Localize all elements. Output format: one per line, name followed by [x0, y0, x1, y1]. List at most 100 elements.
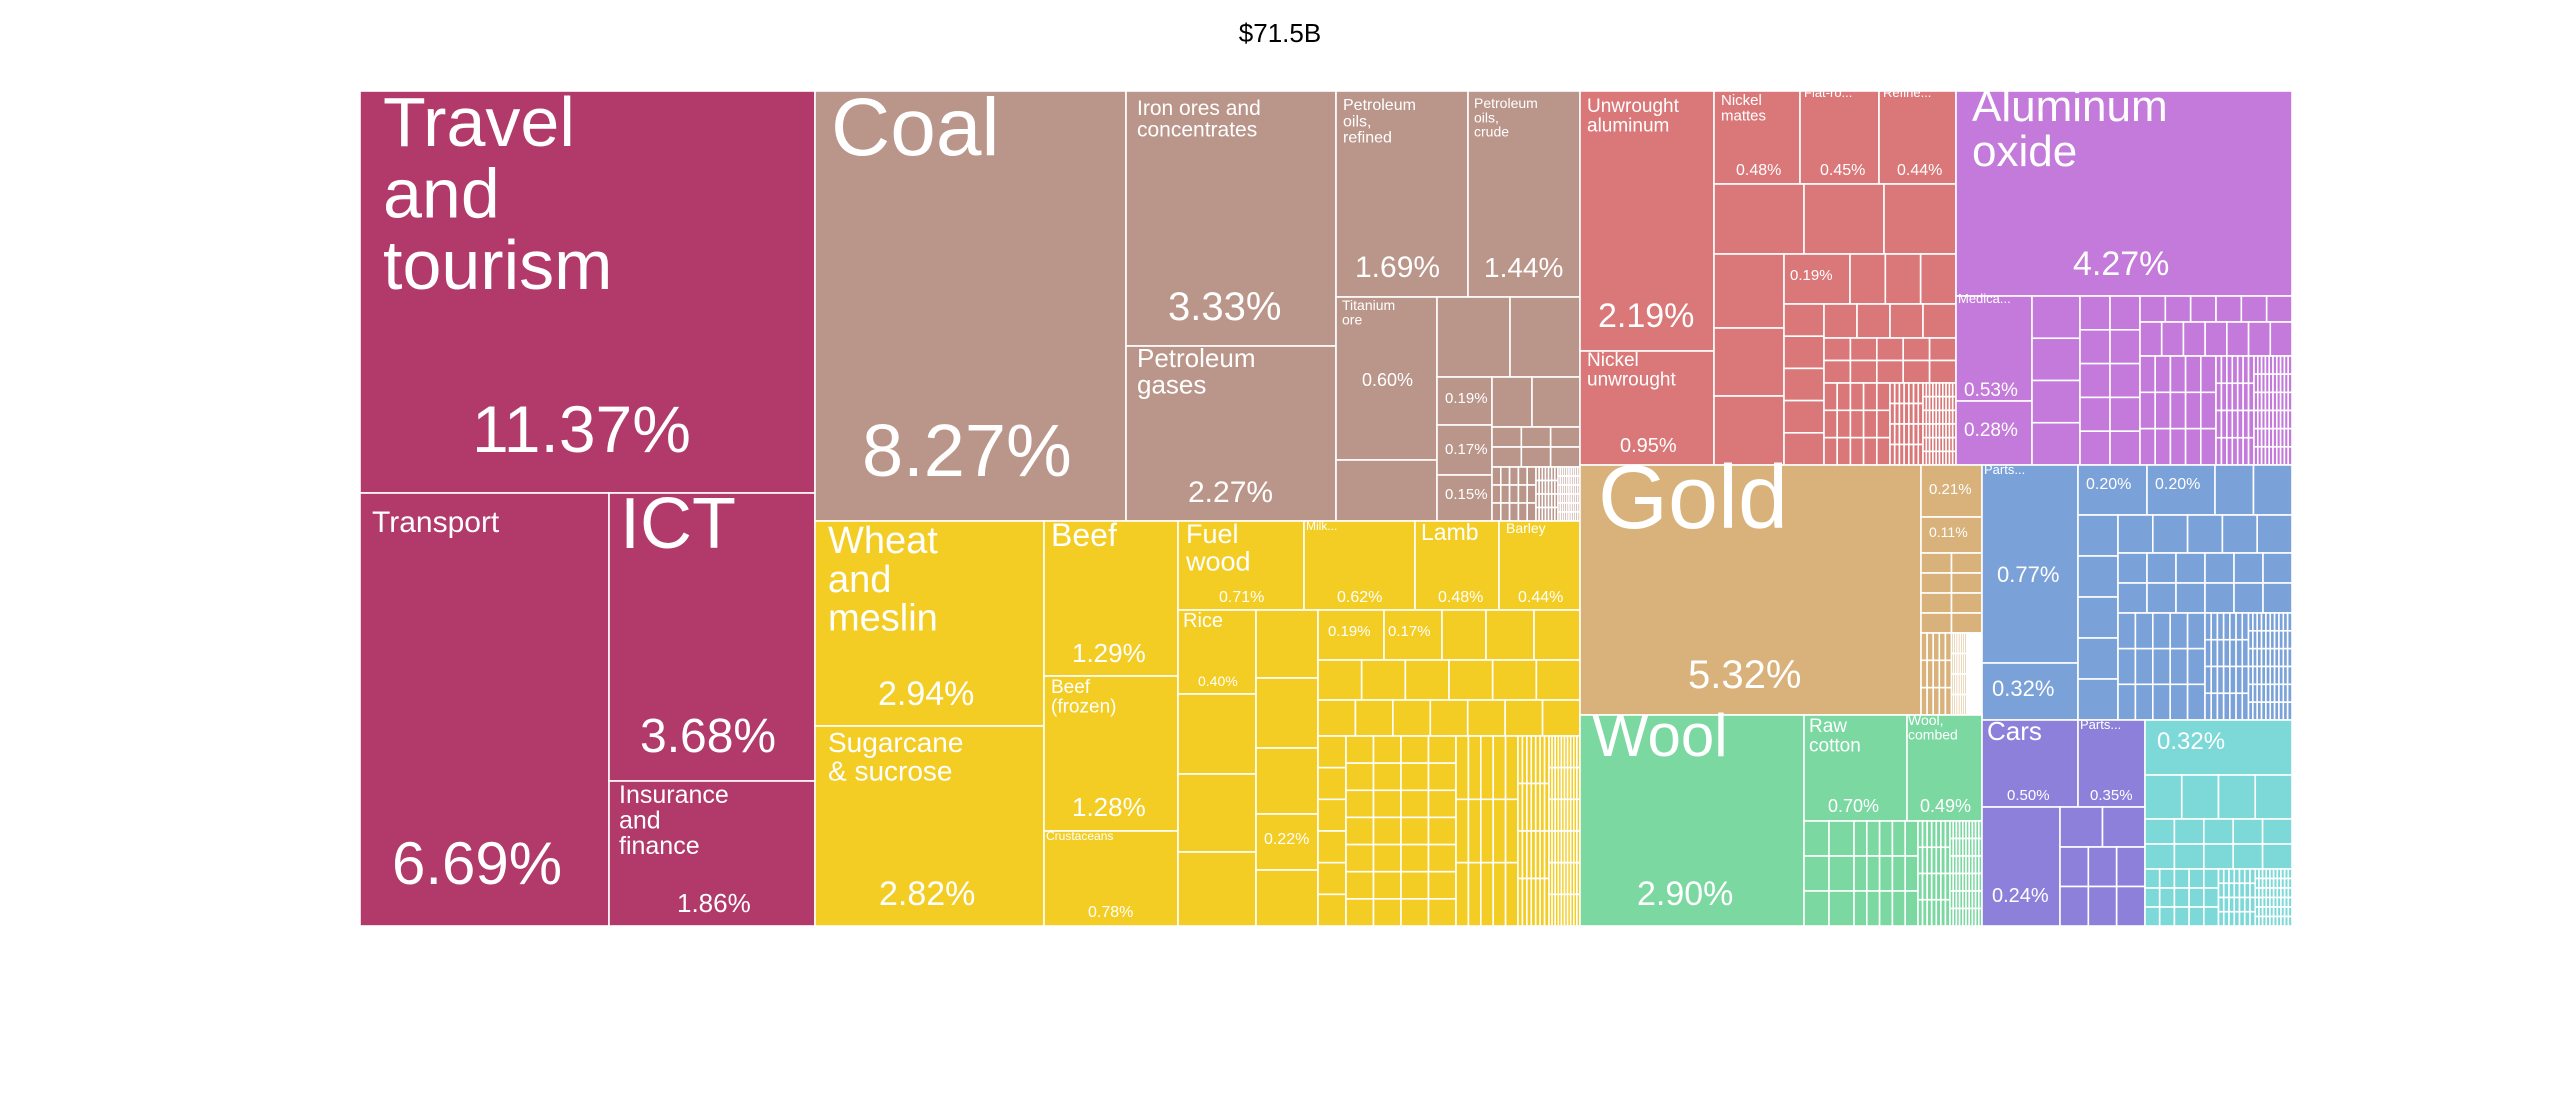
- tile-chemicals-small[interactable]: [2109, 396, 2141, 432]
- tile-machinery-small[interactable]: [2152, 683, 2172, 721]
- tile-metals-small[interactable]: [1928, 337, 1957, 362]
- tile-metals-small[interactable]: [1823, 382, 1838, 412]
- tile-vegetable-small[interactable]: [1372, 735, 1402, 764]
- tile-fuel-wood[interactable]: [1177, 520, 1305, 611]
- tile-animal-small[interactable]: [1866, 855, 1881, 892]
- tile-chemicals-small[interactable]: [2242, 382, 2250, 412]
- tile-chemicals-small[interactable]: [2231, 382, 2239, 412]
- tile-minerals-small[interactable]: [1526, 466, 1537, 486]
- tile-chemicals-small[interactable]: [2079, 295, 2111, 331]
- tile-machinery-small[interactable]: [2186, 683, 2206, 721]
- tile-gold-small[interactable]: [1950, 612, 1983, 634]
- tile-chemicals-small[interactable]: [2169, 355, 2187, 394]
- tile-metals-small[interactable]: [1783, 367, 1825, 402]
- tile-animal-small[interactable]: [1853, 820, 1868, 857]
- tile-minerals-small[interactable]: [1526, 484, 1537, 504]
- tile-chemicals-small[interactable]: [2226, 382, 2234, 412]
- tile-machinery-small[interactable]: [2222, 612, 2231, 641]
- tile-gold-small[interactable]: [1920, 516, 1983, 554]
- tile-machinery-small[interactable]: [2286, 647, 2293, 668]
- tile-other-small[interactable]: [2144, 818, 2176, 845]
- tile-machinery-small[interactable]: [2117, 582, 2148, 614]
- tile-animal-small[interactable]: [1828, 820, 1855, 857]
- tile-machinery-small[interactable]: [2186, 612, 2206, 650]
- tile-machinery-small[interactable]: [2286, 612, 2293, 632]
- tile-chemicals-small[interactable]: [2079, 328, 2111, 365]
- tile-vegetable-small[interactable]: [1467, 735, 1482, 801]
- tile-metals-small[interactable]: [1713, 253, 1785, 329]
- tile-machinery-small[interactable]: [2262, 582, 2293, 614]
- tile-gold-small[interactable]: [1944, 659, 1953, 689]
- tile-chemicals-small[interactable]: [2287, 391, 2293, 412]
- tile-other-small[interactable]: [2287, 906, 2293, 918]
- tile-metals-small[interactable]: [1823, 409, 1838, 439]
- tile-transport-small[interactable]: [2087, 885, 2118, 927]
- tile-vegetable-small[interactable]: [1255, 609, 1319, 679]
- tile-gold-small[interactable]: [1926, 632, 1934, 662]
- tile-transport-small[interactable]: [2115, 846, 2146, 888]
- tile-transport-small[interactable]: [2059, 806, 2104, 848]
- tile-machinery-small[interactable]: [2169, 612, 2189, 650]
- tile-vegetable-small[interactable]: [1255, 813, 1319, 871]
- tile-chemicals-small[interactable]: [2109, 430, 2141, 466]
- tile-vegetable-small[interactable]: [1392, 699, 1432, 737]
- tile-vegetable-small[interactable]: [1317, 659, 1363, 701]
- tile-vegetable-small[interactable]: [1427, 843, 1457, 873]
- tile-vegetable-small[interactable]: [1383, 609, 1443, 661]
- tile-metals-small[interactable]: [1889, 303, 1924, 339]
- tile-unwrought-aluminum[interactable]: [1579, 90, 1715, 352]
- tile-gold-small[interactable]: [1920, 552, 1953, 574]
- tile-vegetable-small[interactable]: [1448, 659, 1494, 701]
- tile-chemicals-small[interactable]: [2220, 382, 2228, 412]
- tile-aluminum-oxide[interactable]: [1955, 90, 2293, 297]
- tile-minerals-small[interactable]: [1531, 376, 1581, 428]
- tile-vegetable-small[interactable]: [1466, 699, 1506, 737]
- tile-vegetable-small[interactable]: [1255, 747, 1319, 815]
- tile-gold-small[interactable]: [1950, 572, 1983, 594]
- tile-petroleum-crude[interactable]: [1467, 90, 1581, 298]
- tile-minerals-small[interactable]: [1520, 446, 1552, 468]
- tile-chemicals-small[interactable]: [2236, 355, 2244, 385]
- tile-other-small[interactable]: [2287, 915, 2293, 927]
- tile-metals-small[interactable]: [1783, 303, 1825, 338]
- tile-machinery-small[interactable]: [2241, 665, 2250, 695]
- tile-minerals-small[interactable]: [1491, 484, 1502, 504]
- tile-machinery-small[interactable]: [2262, 552, 2293, 584]
- tile-minerals-small[interactable]: [1509, 296, 1581, 378]
- tile-vegetable-small[interactable]: [1177, 693, 1257, 775]
- tile-vegetable-small[interactable]: [1317, 798, 1347, 832]
- tile-vegetable-small[interactable]: [1400, 816, 1430, 846]
- tile-machinery-small[interactable]: [2216, 665, 2225, 695]
- tile-machinery-small[interactable]: [2210, 612, 2219, 641]
- tile-chemicals-small[interactable]: [2184, 427, 2202, 466]
- tile-chemicals-small[interactable]: [2139, 321, 2163, 357]
- tile-vegetable-small[interactable]: [1255, 869, 1319, 927]
- tile-vegetable-small[interactable]: [1400, 843, 1430, 873]
- tile-ict[interactable]: [608, 492, 816, 782]
- tile-chemicals-small[interactable]: [2160, 321, 2185, 357]
- tile-chemicals-small[interactable]: [2247, 436, 2255, 466]
- tile-minerals-small[interactable]: [1436, 296, 1511, 378]
- tile-animal-small[interactable]: [1853, 855, 1868, 892]
- tile-gold-small[interactable]: [1932, 686, 1941, 716]
- tile-metals-small[interactable]: [1849, 253, 1887, 305]
- tile-machinery-small[interactable]: [2152, 647, 2172, 686]
- tile-machinery-small[interactable]: [2134, 683, 2154, 721]
- tile-machinery-small[interactable]: [2169, 647, 2189, 686]
- tile-vegetable-small[interactable]: [1427, 762, 1457, 792]
- tile-machinery-small[interactable]: [2210, 665, 2219, 695]
- tile-chemicals-small[interactable]: [2220, 436, 2228, 466]
- tile-other-small[interactable]: [2180, 774, 2220, 820]
- tile-parts[interactable]: [1981, 464, 2079, 664]
- tile-chemicals-small[interactable]: [2079, 396, 2111, 432]
- tile-metals-small[interactable]: [1849, 337, 1878, 362]
- tile-gold[interactable]: [1579, 464, 1922, 716]
- tile-metals-small[interactable]: [1876, 382, 1891, 412]
- tile-gold-small[interactable]: [1944, 686, 1953, 716]
- tile-other-small[interactable]: [2287, 868, 2293, 880]
- tile-chemicals-small[interactable]: [2215, 355, 2223, 385]
- tile-gold-small[interactable]: [1920, 572, 1953, 594]
- tile-other-small[interactable]: [2261, 843, 2293, 870]
- tile-vegetable-small[interactable]: [1372, 816, 1402, 846]
- tile-gold-small[interactable]: [1950, 552, 1983, 574]
